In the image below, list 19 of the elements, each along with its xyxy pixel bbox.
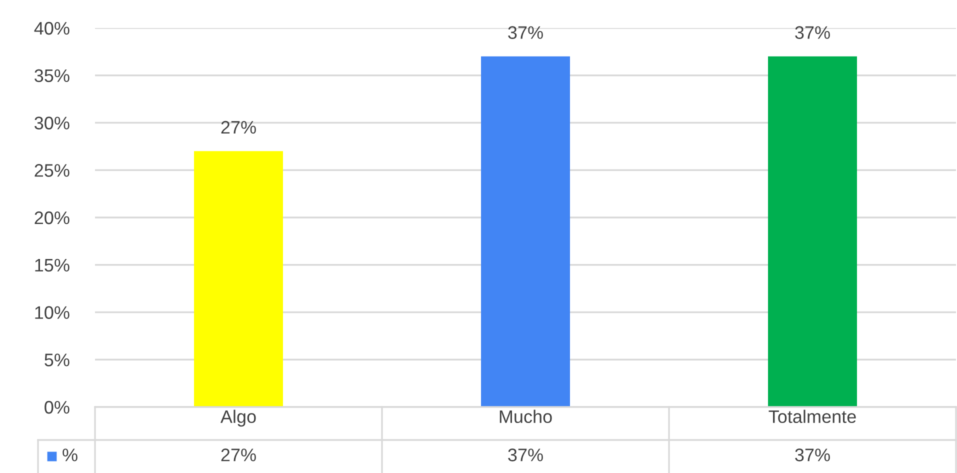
legend-label: % bbox=[62, 448, 78, 462]
data-label: 37% bbox=[795, 448, 830, 462]
text: 37% bbox=[508, 26, 543, 39]
y-tick-label: 10% bbox=[35, 306, 70, 319]
y-tick-label: 30% bbox=[34, 116, 70, 130]
x-tick-label: Algo bbox=[220, 410, 256, 427]
data-label: 37% bbox=[508, 448, 543, 462]
x-tick-label: Totalmente bbox=[768, 410, 856, 424]
y-tick-label: 25% bbox=[34, 164, 70, 177]
y-tick-label: 35% bbox=[34, 69, 70, 82]
data-label: 27% bbox=[221, 448, 256, 462]
y-tick-label: 5% bbox=[44, 354, 70, 366]
text: 37% bbox=[795, 26, 830, 39]
y-tick-label: 15% bbox=[35, 258, 70, 272]
y-tick-label: 0% bbox=[44, 400, 70, 414]
y-tick-label: 40% bbox=[34, 22, 70, 35]
x-tick-label: Mucho bbox=[500, 410, 552, 424]
text: 27% bbox=[221, 120, 256, 134]
y-tick-label: 20% bbox=[34, 211, 70, 224]
